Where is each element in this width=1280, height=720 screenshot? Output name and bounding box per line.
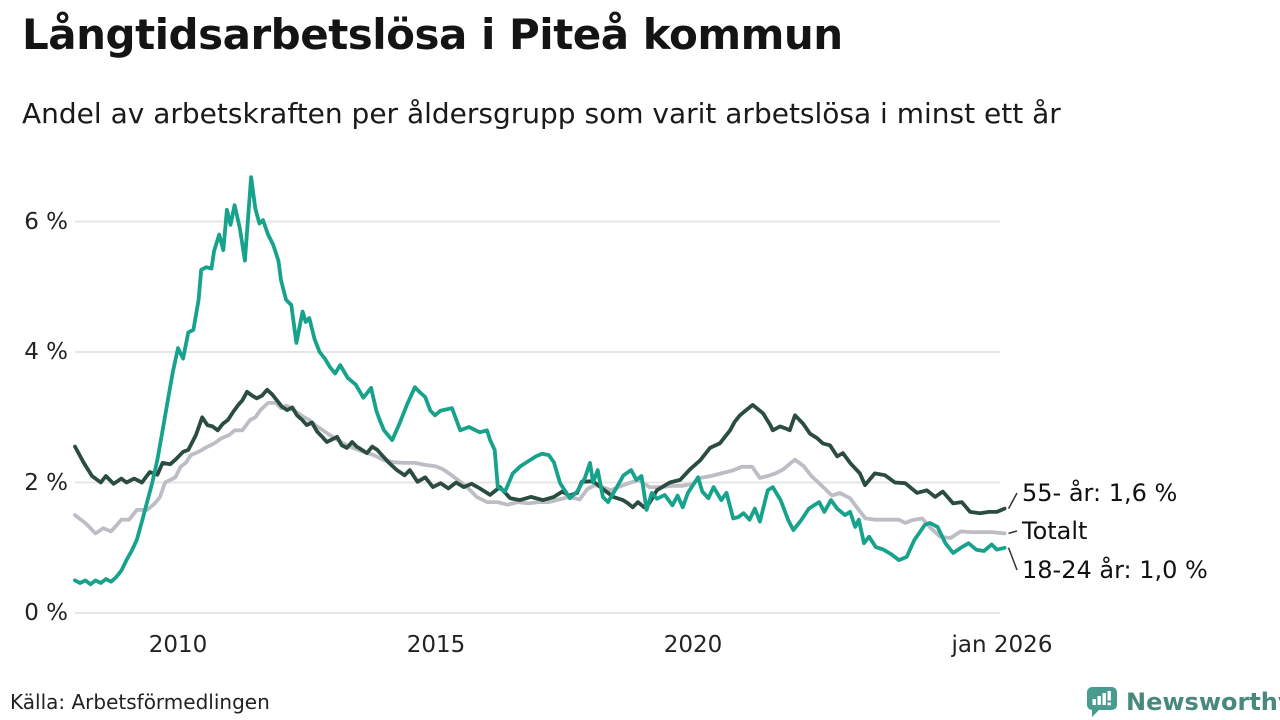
series-line-55-ar — [73, 387, 1007, 516]
series-line-18-24-ar — [73, 175, 1007, 587]
y-axis-tick-label: 6 % — [24, 209, 68, 235]
series-end-label-55-ar: 55- år: 1,6 % — [1022, 479, 1178, 507]
newsworthy-wordmark: Newsworthy — [1126, 688, 1280, 716]
source-note: Källa: Arbetsförmedlingen — [10, 690, 270, 714]
y-axis-tick-label: 0 % — [24, 600, 68, 626]
y-axis-tick-label: 4 % — [24, 339, 68, 365]
newsworthy-logo: Newsworthy — [1086, 686, 1280, 718]
x-axis-tick-label: 2020 — [663, 632, 723, 658]
page-title: Långtidsarbetslösa i Piteå kommun — [22, 10, 843, 59]
label-connector-18-24-ar — [1007, 547, 1018, 571]
x-axis-tick-label: 2015 — [406, 632, 466, 658]
bar-chart-speech-bubble-icon — [1087, 687, 1117, 717]
series-end-label-totalt: Totalt — [1022, 517, 1088, 545]
page-subtitle: Andel av arbetskraften per åldersgrupp s… — [22, 97, 1061, 130]
label-connector-55-ar — [1007, 492, 1018, 509]
label-connector-totalt — [1008, 530, 1018, 535]
x-axis-tick-label: 2010 — [148, 632, 208, 658]
series-line-totalt — [73, 400, 1007, 540]
y-axis-tick-label: 2 % — [24, 470, 68, 496]
series-end-label-18-24-ar: 18-24 år: 1,0 % — [1022, 556, 1208, 584]
x-axis-tick-label: jan 2026 — [951, 632, 1053, 658]
